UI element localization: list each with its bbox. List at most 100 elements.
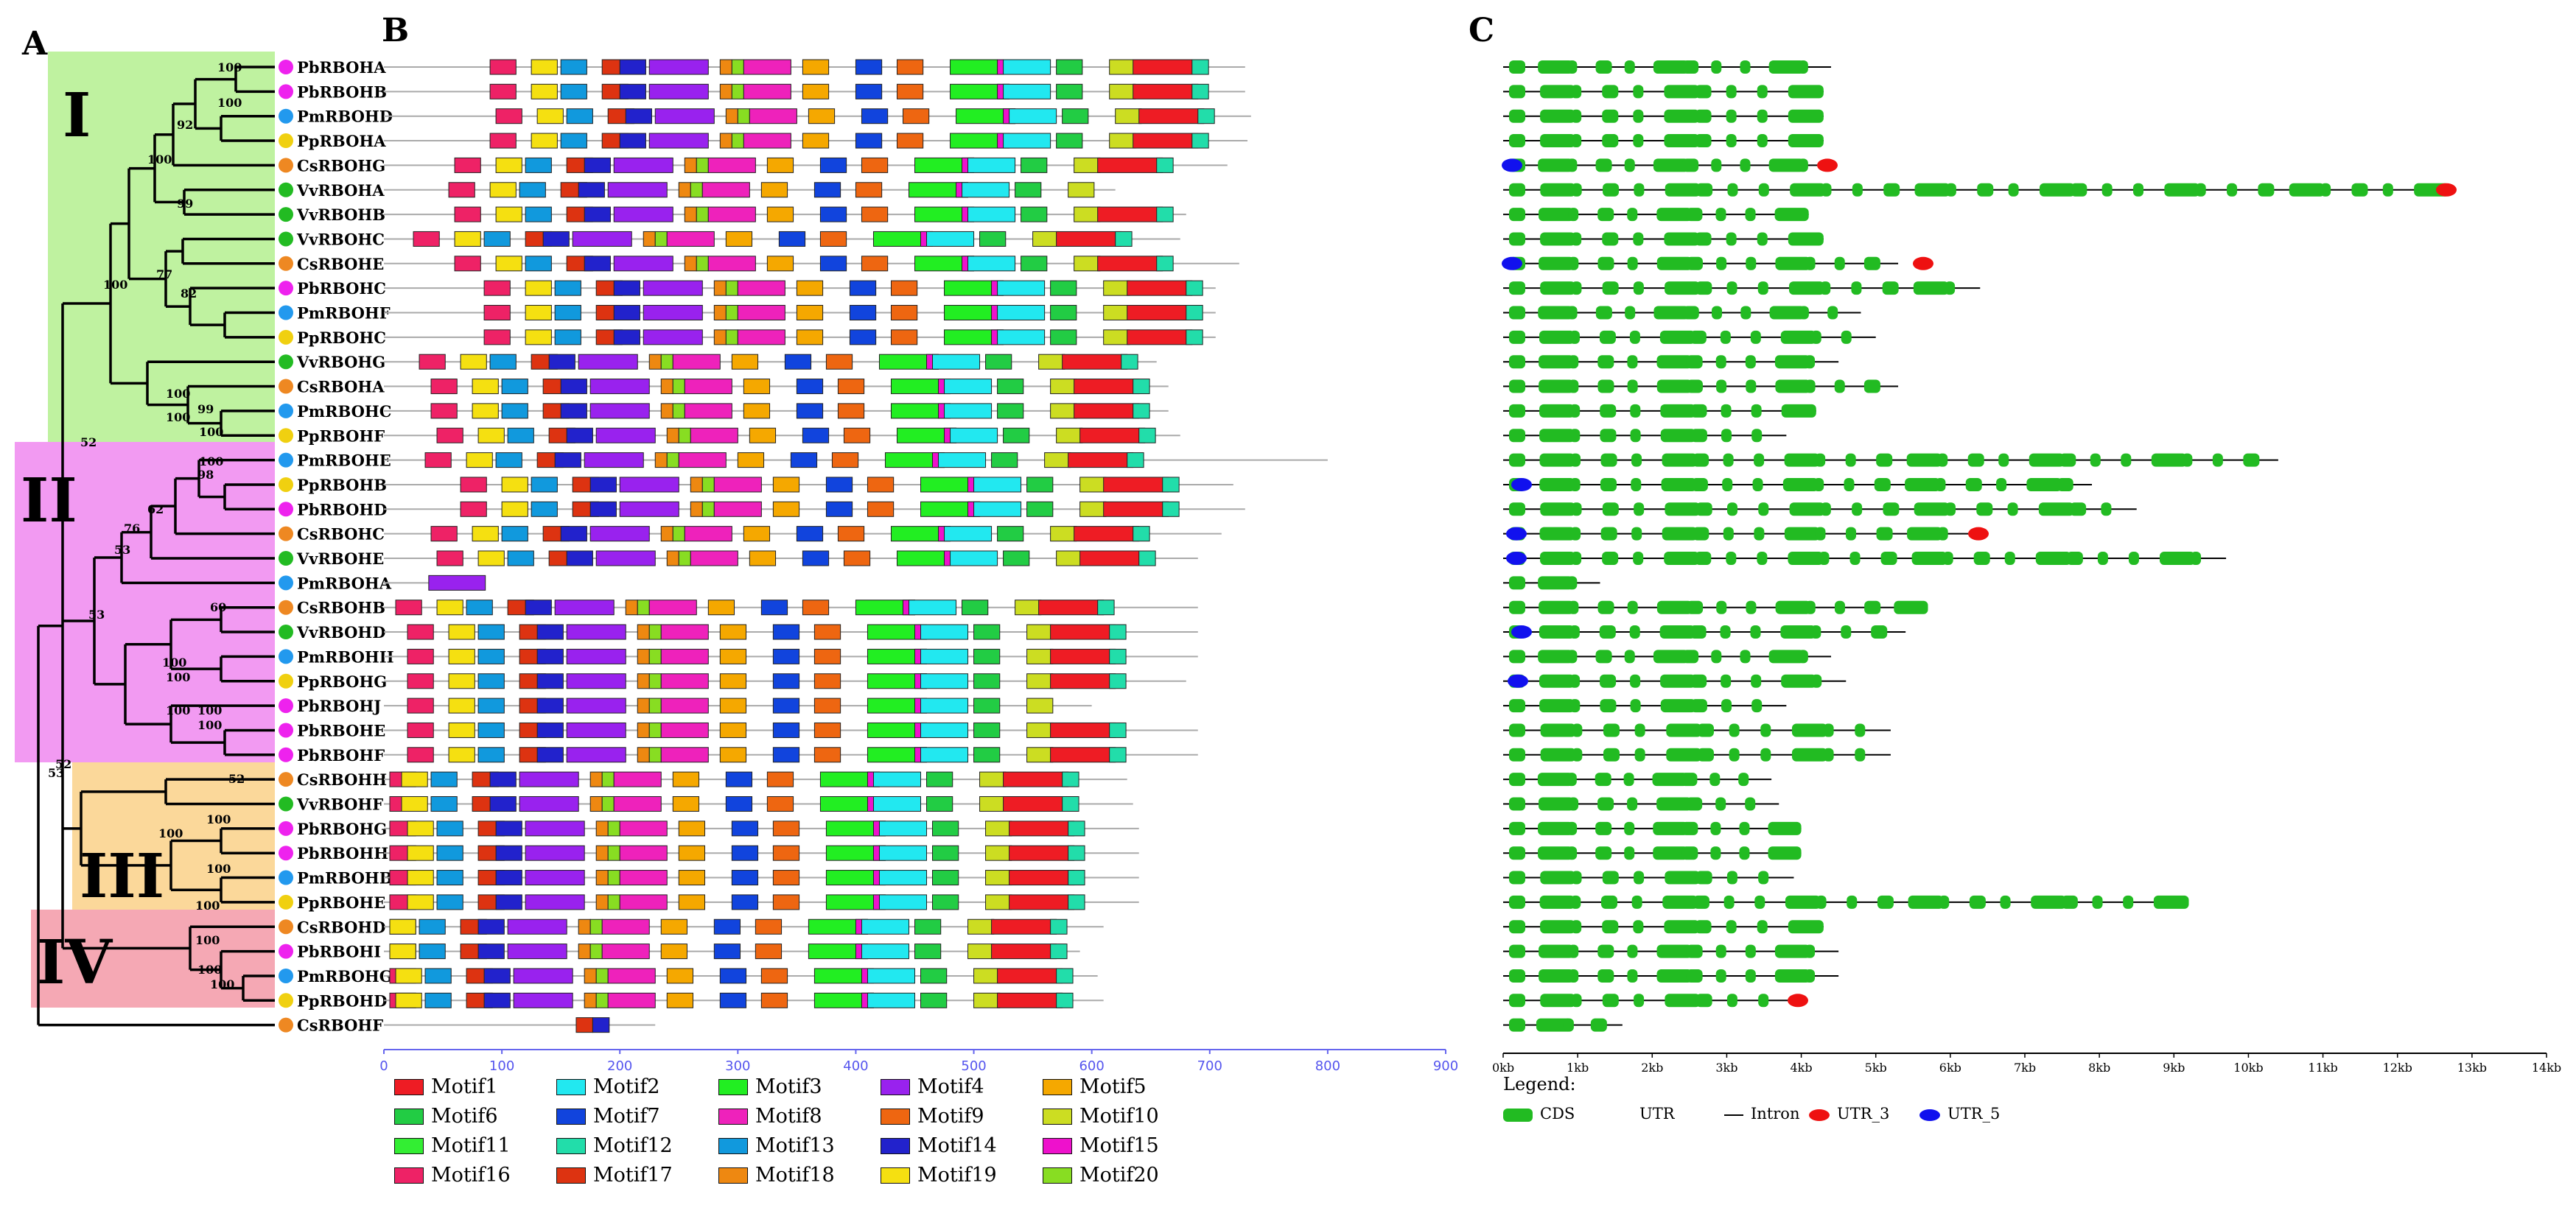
motif-block: [743, 379, 771, 395]
cds-exon: [1566, 773, 1577, 787]
cds-exon: [1745, 797, 1756, 811]
cds-exon: [1509, 134, 1525, 148]
cds-exon: [1570, 895, 1581, 909]
motif-block: [607, 821, 620, 837]
species-dot: [279, 305, 293, 320]
motif-block: [619, 477, 679, 493]
motif-block: [501, 501, 528, 517]
motif-block: [560, 403, 587, 419]
cds-exon: [1754, 453, 1765, 467]
motif-block: [678, 182, 691, 198]
cds-exon: [1715, 208, 1726, 222]
cds-exon: [1600, 527, 1617, 541]
cds-exon: [1758, 871, 1769, 885]
motif-block: [1138, 550, 1156, 566]
cds-exon: [1633, 281, 1644, 295]
motif-block: [648, 624, 662, 640]
motif-block: [1056, 427, 1083, 443]
cds-exon: [1682, 158, 1699, 172]
cds-exon: [1727, 183, 1738, 197]
motif-block: [950, 427, 998, 443]
motif-block: [1133, 83, 1199, 99]
cds-exon: [1852, 502, 1863, 516]
species-dot: [279, 108, 293, 124]
motif-block: [1062, 796, 1079, 812]
cds-exon: [1597, 256, 1614, 270]
cds-exon: [1665, 183, 1701, 197]
motif-block: [932, 894, 959, 910]
cds-exon: [1568, 600, 1579, 614]
motif-block: [477, 427, 505, 443]
utr-3-legend-icon: [1809, 1109, 1830, 1121]
motif-block: [1050, 673, 1116, 689]
motif-block: [660, 648, 709, 664]
cds-exon: [1656, 797, 1693, 811]
motif-block: [407, 845, 434, 861]
gene-structure-legend-item: UTR_3: [1809, 1105, 1889, 1123]
cds-exon: [1849, 552, 1861, 565]
cds-exon: [1509, 306, 1525, 320]
motif-block: [843, 550, 871, 566]
cds-exon: [1774, 969, 1810, 983]
motif-block: [483, 992, 511, 1008]
cds-exon: [1693, 527, 1709, 541]
motif-block: [666, 968, 693, 984]
motif-block: [472, 526, 499, 542]
motif-block: [932, 821, 959, 837]
motif-block: [849, 329, 877, 345]
motif-block: [672, 379, 685, 395]
motif-block: [436, 870, 463, 886]
motif-legend: Motif1 Motif2 Motif3 Motif4 Motif5 Motif6 Moti…: [394, 1075, 1205, 1201]
gene-name-label: PbRBOHJ: [297, 697, 381, 715]
motif-block: [1003, 427, 1030, 443]
motif-block: [436, 427, 463, 443]
cds-exon: [1567, 158, 1578, 172]
cds-exon: [1785, 895, 1821, 909]
motif-block: [575, 1017, 593, 1033]
motif-legend-swatch: [1043, 1167, 1072, 1184]
gene-name-label: VvRBOHE: [296, 549, 384, 568]
cds-exon: [1539, 797, 1575, 811]
motif-legend-swatch: [881, 1138, 910, 1154]
cds-exon: [1695, 109, 1712, 123]
cds-exon: [1540, 994, 1576, 1008]
cds-exon: [1723, 527, 1734, 541]
motif-block: [477, 918, 505, 935]
motif-block: [1127, 305, 1193, 320]
motif-legend-label: Motif10: [1079, 1105, 1159, 1128]
cds-exon: [1863, 379, 1880, 393]
motif-block: [725, 280, 738, 296]
cds-exon: [1633, 109, 1644, 123]
cds-exon: [1690, 429, 1707, 443]
motif-block: [678, 821, 706, 837]
motif-block: [1103, 280, 1130, 296]
motif-block: [619, 821, 668, 837]
motif-block: [772, 477, 800, 493]
motif-block: [531, 477, 558, 493]
cds-exon: [1745, 944, 1756, 958]
motif-block: [1097, 256, 1163, 272]
cds-exon: [1721, 429, 1732, 443]
motif-legend-label: Motif14: [917, 1134, 997, 1157]
cds-exon: [1568, 797, 1579, 811]
motif-block: [448, 673, 475, 689]
motif-block: [1050, 379, 1077, 395]
motif-block: [560, 83, 587, 99]
motif-legend-swatch: [1043, 1109, 1072, 1125]
motif-block: [696, 256, 709, 272]
cds-exon: [2351, 183, 2368, 197]
bootstrap-value: 100: [197, 718, 222, 732]
cds-exon: [1746, 256, 1757, 270]
species-dot: [279, 846, 293, 861]
species-dot: [279, 354, 293, 370]
motif-block: [660, 379, 673, 395]
motif-block: [973, 477, 1022, 493]
cds-exon: [1788, 281, 1824, 295]
cds-exon: [1624, 821, 1635, 835]
motif-block: [1103, 305, 1130, 320]
cds-exon: [2382, 183, 2393, 197]
motif-block: [973, 722, 1001, 738]
motif-block: [666, 452, 679, 468]
cds-exon: [1595, 846, 1612, 860]
cds-exon: [1602, 85, 1619, 99]
